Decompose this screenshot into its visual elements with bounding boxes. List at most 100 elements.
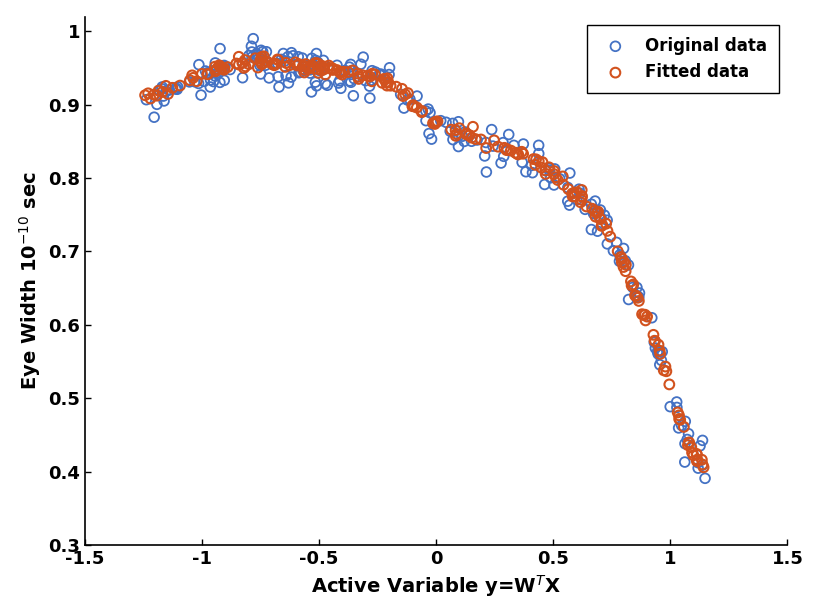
Original data [213,44,226,54]
Original data [532,140,545,150]
Original data [274,54,287,64]
Original data [515,157,528,167]
Fitted data [653,349,666,359]
Fitted data [487,136,500,145]
Fitted data [468,134,482,144]
Fitted data [381,73,394,83]
Original data [316,55,329,65]
Fitted data [587,206,600,216]
Original data [309,77,322,87]
Original data [320,80,333,90]
Fitted data [278,62,292,72]
Fitted data [684,442,697,452]
Fitted data [508,148,521,158]
Original data [451,117,464,127]
Fitted data [221,62,234,72]
Original data [255,59,268,69]
Fitted data [381,78,394,87]
Fitted data [479,143,492,153]
Fitted data [638,310,651,320]
Fitted data [297,61,310,71]
Fitted data [681,438,695,448]
Fitted data [314,60,328,70]
Original data [333,76,346,86]
Fitted data [185,70,198,80]
Fitted data [314,65,328,75]
Fitted data [291,60,304,70]
Fitted data [337,67,350,76]
Fitted data [613,252,627,262]
Fitted data [550,175,563,185]
Fitted data [497,143,510,153]
Fitted data [380,81,393,91]
Fitted data [251,63,264,73]
Fitted data [255,59,268,69]
Original data [236,73,249,83]
Original data [593,205,606,215]
Original data [147,112,161,122]
Original data [284,72,297,82]
Original data [650,347,663,357]
Fitted data [640,312,653,322]
Fitted data [288,57,301,67]
Original data [677,457,690,467]
Original data [455,131,468,141]
Original data [250,52,263,62]
Fitted data [681,437,695,447]
Original data [421,104,434,114]
Fitted data [255,52,268,62]
Original data [597,210,610,220]
Original data [424,134,437,144]
Original data [626,283,639,293]
Original data [547,164,560,174]
Fitted data [588,212,601,222]
Original data [446,118,459,128]
Fitted data [631,293,644,302]
Original data [271,71,284,81]
Fitted data [333,67,346,76]
Fitted data [414,107,428,117]
Fitted data [631,296,645,306]
Fitted data [681,440,694,450]
Original data [693,441,706,451]
Original data [292,52,305,62]
Original data [156,91,170,101]
Fitted data [377,74,390,84]
Fitted data [600,226,613,236]
Fitted data [696,463,709,472]
Fitted data [406,100,419,110]
Original data [356,52,369,62]
Original data [310,81,323,91]
Fitted data [297,68,310,78]
Original data [319,79,332,89]
Fitted data [567,188,580,198]
Original data [213,78,226,87]
Original data [250,49,263,59]
Original data [159,86,172,96]
Original data [150,99,163,109]
Original data [334,83,347,93]
Original data [458,127,471,137]
Original data [586,209,600,219]
Original data [242,51,256,60]
Fitted data [303,62,316,72]
Fitted data [430,116,443,126]
Fitted data [368,70,381,79]
Fitted data [229,59,242,68]
Original data [218,62,231,71]
Fitted data [428,117,441,127]
Original data [332,78,345,88]
Original data [419,116,432,126]
Fitted data [311,68,324,78]
Original data [253,60,266,70]
Fitted data [532,156,545,166]
Fitted data [504,145,517,155]
Original data [669,397,682,407]
Original data [653,360,666,370]
Fitted data [310,64,324,74]
Fitted data [690,456,703,466]
Original data [365,66,378,76]
Fitted data [165,83,179,93]
Fitted data [568,192,581,201]
Fitted data [296,62,309,71]
